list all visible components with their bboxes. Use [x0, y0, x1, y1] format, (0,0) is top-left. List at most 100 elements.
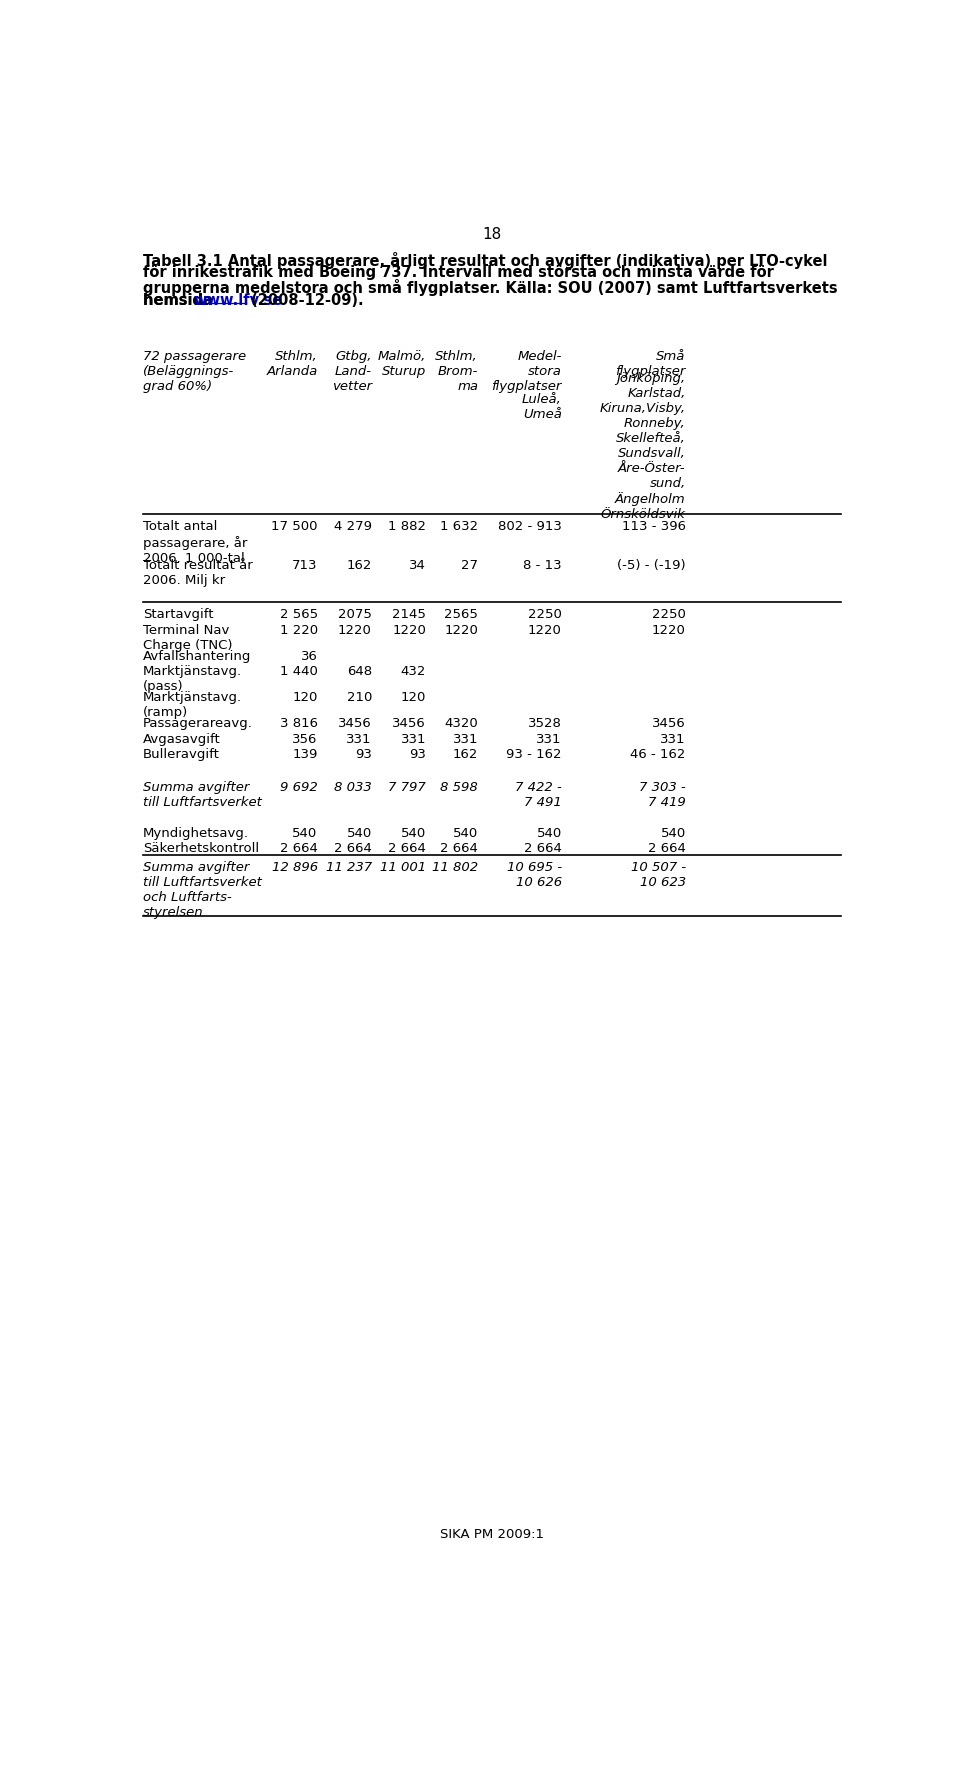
Text: 2565: 2565: [444, 607, 478, 622]
Text: 331: 331: [347, 733, 372, 746]
Text: Tabell 3.1 Antal passagerare, årligt resultat och avgifter (indikativa) per LTO-: Tabell 3.1 Antal passagerare, årligt res…: [143, 252, 828, 268]
Text: 34: 34: [409, 559, 426, 572]
Text: 648: 648: [347, 664, 372, 678]
Text: 1220: 1220: [444, 623, 478, 636]
Text: 540: 540: [537, 828, 562, 840]
Text: 2 664: 2 664: [441, 842, 478, 856]
Text: 331: 331: [660, 733, 685, 746]
Text: 210: 210: [347, 691, 372, 705]
Text: 2 664: 2 664: [279, 842, 318, 856]
Text: 3456: 3456: [338, 718, 372, 730]
Text: 7 303 -
7 419: 7 303 - 7 419: [639, 781, 685, 808]
Text: 120: 120: [292, 691, 318, 705]
Text: Avgasavgift: Avgasavgift: [143, 733, 221, 746]
Text: 162: 162: [347, 559, 372, 572]
Text: 72 passagerare
(Beläggnings-
grad 60%): 72 passagerare (Beläggnings- grad 60%): [143, 350, 247, 392]
Text: hemsida: hemsida: [143, 293, 218, 309]
Text: Summa avgifter
till Luftfartsverket
och Luftfarts-
styrelsen: Summa avgifter till Luftfartsverket och …: [143, 861, 262, 918]
Text: 10 695 -
10 626: 10 695 - 10 626: [507, 861, 562, 888]
Text: Luleå,
Umeå: Luleå, Umeå: [522, 392, 562, 421]
Text: 1220: 1220: [528, 623, 562, 636]
Text: 12 896: 12 896: [272, 861, 318, 874]
Text: Gtbg,
Land-
vetter: Gtbg, Land- vetter: [332, 350, 372, 392]
Text: grupperna medelstora och små flygplatser. Källa: SOU (2007) samt Luftfartsverket: grupperna medelstora och små flygplatser…: [143, 279, 838, 297]
Text: 3 816: 3 816: [279, 718, 318, 730]
Text: 713: 713: [292, 559, 318, 572]
Text: 93: 93: [355, 748, 372, 762]
Text: 540: 540: [293, 828, 318, 840]
Text: 11 001: 11 001: [380, 861, 426, 874]
Text: 2075: 2075: [338, 607, 372, 622]
Text: 1 220: 1 220: [279, 623, 318, 636]
Text: 8 - 13: 8 - 13: [523, 559, 562, 572]
Text: 3456: 3456: [393, 718, 426, 730]
Text: 1220: 1220: [393, 623, 426, 636]
Text: Startavgift: Startavgift: [143, 607, 214, 622]
Text: 540: 540: [453, 828, 478, 840]
Text: Totalt antal
passagerare, år
2006. 1 000-tal: Totalt antal passagerare, år 2006. 1 000…: [143, 520, 248, 565]
Text: 120: 120: [400, 691, 426, 705]
Text: 2250: 2250: [528, 607, 562, 622]
Text: Jönköping,
Karlstad,
Kiruna,Visby,
Ronneby,
Skellefteå,
Sundsvall,
Åre-Öster-
su: Jönköping, Karlstad, Kiruna,Visby, Ronne…: [600, 371, 685, 520]
Text: 2 664: 2 664: [648, 842, 685, 856]
Text: Bulleravgift: Bulleravgift: [143, 748, 220, 762]
Text: 10 507 -
10 623: 10 507 - 10 623: [631, 861, 685, 888]
Text: 18: 18: [482, 227, 502, 242]
Text: 540: 540: [401, 828, 426, 840]
Text: 4320: 4320: [444, 718, 478, 730]
Text: Avfallshantering: Avfallshantering: [143, 650, 252, 662]
Text: 7 422 -
7 491: 7 422 - 7 491: [515, 781, 562, 808]
Text: 162: 162: [453, 748, 478, 762]
Text: Medel-
stora
flygplatser: Medel- stora flygplatser: [492, 350, 562, 392]
Text: 7 797: 7 797: [389, 781, 426, 794]
Text: 540: 540: [347, 828, 372, 840]
Text: 331: 331: [400, 733, 426, 746]
Text: 432: 432: [400, 664, 426, 678]
Text: (2008-12-09).: (2008-12-09).: [247, 293, 364, 309]
Text: (-5) - (-19): (-5) - (-19): [617, 559, 685, 572]
Text: för inrikestrafik med Boeing 737. Intervall med största och minsta värde för: för inrikestrafik med Boeing 737. Interv…: [143, 265, 774, 281]
Text: 1 632: 1 632: [440, 520, 478, 533]
Text: 9 692: 9 692: [280, 781, 318, 794]
Text: Passagerareavg.: Passagerareavg.: [143, 718, 253, 730]
Text: 331: 331: [537, 733, 562, 746]
Text: 540: 540: [660, 828, 685, 840]
Text: Säkerhetskontroll: Säkerhetskontroll: [143, 842, 259, 856]
Text: 1220: 1220: [652, 623, 685, 636]
Text: 36: 36: [300, 650, 318, 662]
Text: www.lfv.se: www.lfv.se: [194, 293, 283, 309]
Text: 331: 331: [452, 733, 478, 746]
Text: 113 - 396: 113 - 396: [622, 520, 685, 533]
Text: 1 882: 1 882: [388, 520, 426, 533]
Text: Små
flygplatser: Små flygplatser: [615, 350, 685, 378]
Text: 2 565: 2 565: [279, 607, 318, 622]
Text: 3456: 3456: [652, 718, 685, 730]
Text: 3528: 3528: [528, 718, 562, 730]
Text: 2250: 2250: [652, 607, 685, 622]
Text: 17 500: 17 500: [271, 520, 318, 533]
Text: 2145: 2145: [393, 607, 426, 622]
Text: Sthlm,
Arlanda: Sthlm, Arlanda: [266, 350, 318, 378]
Text: 8 033: 8 033: [334, 781, 372, 794]
Text: 46 - 162: 46 - 162: [631, 748, 685, 762]
Text: 1 440: 1 440: [279, 664, 318, 678]
Text: SIKA PM 2009:1: SIKA PM 2009:1: [440, 1527, 544, 1540]
Text: Marktjänstavg.
(ramp): Marktjänstavg. (ramp): [143, 691, 242, 719]
Text: 27: 27: [461, 559, 478, 572]
Text: 1220: 1220: [338, 623, 372, 636]
Text: 8 598: 8 598: [441, 781, 478, 794]
Text: Summa avgifter
till Luftfartsverket: Summa avgifter till Luftfartsverket: [143, 781, 262, 808]
Text: 4 279: 4 279: [334, 520, 372, 533]
Text: 2 664: 2 664: [334, 842, 372, 856]
Text: 93 - 162: 93 - 162: [506, 748, 562, 762]
Text: 139: 139: [292, 748, 318, 762]
Text: Malmö,
Sturup: Malmö, Sturup: [377, 350, 426, 378]
Text: hemsida: hemsida: [143, 293, 218, 309]
Text: Terminal Nav
Charge (TNC): Terminal Nav Charge (TNC): [143, 623, 232, 652]
Text: 2 664: 2 664: [524, 842, 562, 856]
Text: Sthlm,
Brom-
ma: Sthlm, Brom- ma: [435, 350, 478, 392]
Text: 11 237: 11 237: [325, 861, 372, 874]
Text: 356: 356: [292, 733, 318, 746]
Text: 11 802: 11 802: [432, 861, 478, 874]
Text: Marktjänstavg.
(pass): Marktjänstavg. (pass): [143, 664, 242, 693]
